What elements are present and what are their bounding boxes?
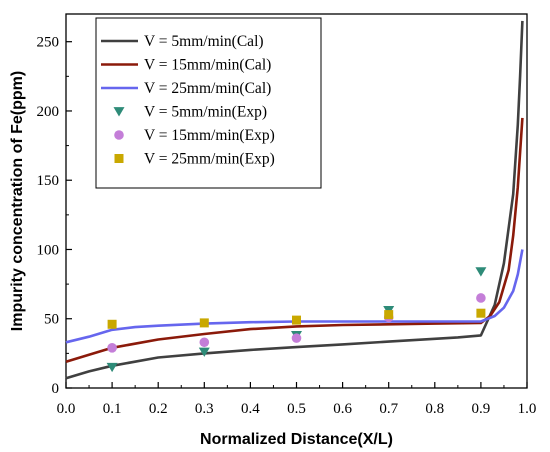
legend-label: V = 5mm/min(Cal) xyxy=(144,33,264,50)
legend-label: V = 25mm/min(Exp) xyxy=(144,151,275,168)
data-point xyxy=(106,362,118,373)
y-axis-title: Impurity concentration of Fe(ppm) xyxy=(9,71,26,331)
data-point xyxy=(107,319,117,329)
x-tick-label: 0.0 xyxy=(57,401,76,417)
x-tick-label: 0.3 xyxy=(195,401,214,417)
legend-box xyxy=(95,17,322,189)
series-line-0 xyxy=(65,20,524,380)
series-line-2 xyxy=(65,249,524,344)
y-tick-label: 0 xyxy=(52,381,60,397)
legend: V = 5mm/min(Cal) V = 15mm/min(Cal) V = 25m… xyxy=(95,17,322,189)
legend-label: V = 5mm/min(Exp) xyxy=(144,104,267,121)
x-tick-label: 0.7 xyxy=(379,401,398,417)
x-tick-label: 0.9 xyxy=(472,401,491,417)
x-tick-label: 0.1 xyxy=(103,401,122,417)
legend-swatch xyxy=(113,107,125,117)
legend-swatch xyxy=(114,154,124,163)
legend-label: V = 15mm/min(Cal) xyxy=(144,57,271,74)
data-point xyxy=(199,337,210,348)
data-point xyxy=(291,333,302,343)
y-tick-label: 50 xyxy=(44,312,59,328)
series-line-1 xyxy=(65,117,524,363)
x-tick-label: 0.8 xyxy=(425,401,444,417)
x-tick-label: 0.6 xyxy=(333,401,352,417)
axis-tick-labels: 0.0 0.1 0.2 0.3 0.4 0.5 0.6 0.7 0.8 0.9 1.0 0 50 100 1… xyxy=(37,35,537,417)
x-tick-label: 0.2 xyxy=(149,401,168,417)
x-tick-label: 1.0 xyxy=(518,401,537,417)
legend-swatch xyxy=(114,130,124,140)
data-point xyxy=(292,315,301,325)
x-tick-label: 0.4 xyxy=(241,401,260,417)
axis-ticks xyxy=(65,41,528,389)
data-point xyxy=(384,310,394,320)
x-tick-label: 0.5 xyxy=(287,401,306,417)
y-tick-label: 150 xyxy=(37,173,60,189)
data-point xyxy=(198,347,210,357)
series-lines xyxy=(65,20,524,380)
legend-label: V = 15mm/min(Exp) xyxy=(144,127,275,144)
data-point xyxy=(475,267,487,277)
y-tick-label: 100 xyxy=(37,242,60,258)
series-markers xyxy=(106,267,487,373)
data-point xyxy=(107,343,117,353)
x-axis-title: Normalized Distance(X/L) xyxy=(200,431,393,448)
data-point xyxy=(199,318,209,328)
data-point xyxy=(476,308,486,318)
legend-label: V = 25mm/min(Cal) xyxy=(144,80,271,97)
y-tick-label: 250 xyxy=(37,35,60,51)
data-point xyxy=(476,293,486,303)
y-tick-label: 200 xyxy=(37,104,60,120)
